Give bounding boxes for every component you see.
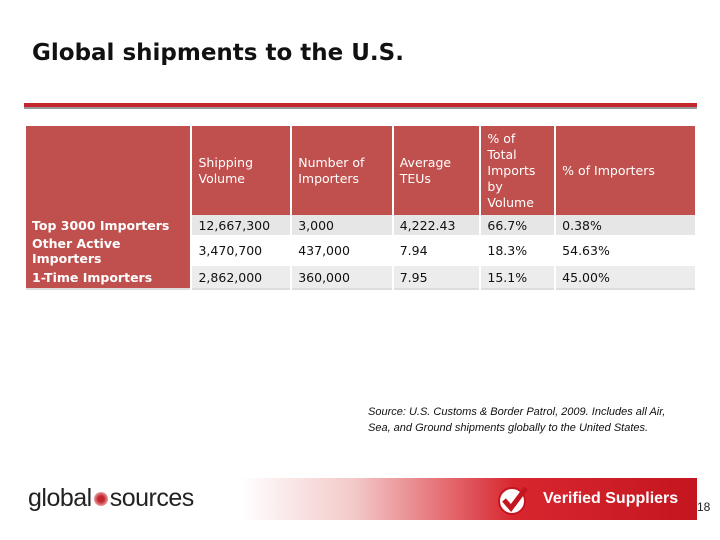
page-number: 18 <box>697 500 711 514</box>
table-row: Top 3000 Importers 12,667,300 3,000 4,222.4… <box>26 215 695 235</box>
table-cell: 0.38% <box>556 215 695 235</box>
column-header: % of Importers <box>556 126 695 215</box>
table-cell: 7.94 <box>393 235 480 266</box>
column-header: % of Total Imports by Volume <box>481 126 555 215</box>
logo-text: sources <box>109 484 195 512</box>
table-head: Shipping Volume Number of Importers Averag… <box>26 126 695 215</box>
column-header: Shipping Volume <box>192 126 291 215</box>
table-cell: 66.7% <box>481 215 555 235</box>
table-cell: 2,862,000 <box>192 266 291 290</box>
logo: global sources <box>28 484 194 513</box>
table-cell: 4,222.43 <box>393 215 480 235</box>
table-cell: 45.00% <box>556 266 695 290</box>
table-cell: 18.3% <box>481 235 555 266</box>
logo-icon <box>93 492 108 507</box>
source-note: Source: U.S. Customs & Border Patrol, 20… <box>368 406 666 434</box>
table-cell: 437,000 <box>292 235 392 266</box>
table-cell: 15.1% <box>481 266 555 290</box>
table-cell: 3,470,700 <box>192 235 291 266</box>
corner-cell <box>26 126 191 215</box>
table-cell: 360,000 <box>292 266 392 290</box>
column-header: Number of Importers <box>292 126 392 215</box>
slide-title: Global shipments to the U.S. <box>32 40 404 66</box>
table-cell: 7.95 <box>393 266 480 290</box>
row-header: Top 3000 Importers <box>26 215 191 235</box>
row-header: Other Active Importers <box>26 235 191 266</box>
column-header: Average TEUs <box>393 126 480 215</box>
data-table: Shipping Volume Number of Importers Averag… <box>24 126 697 290</box>
table-row: Other Active Importers 3,470,700 437,000 7.… <box>26 235 695 266</box>
logo-text: global <box>28 484 92 512</box>
check-icon <box>498 486 528 515</box>
table-row: 1-Time Importers 2,862,000 360,000 7.95 15.1… <box>26 266 695 290</box>
table-cell: 12,667,300 <box>192 215 291 235</box>
table-body: Top 3000 Importers 12,667,300 3,000 4,222.4… <box>26 215 695 290</box>
badge-text: Verified Suppliers <box>543 490 679 507</box>
header-row: Shipping Volume Number of Importers Averag… <box>26 126 695 215</box>
footer-bar <box>240 478 697 520</box>
row-header: 1-Time Importers <box>26 266 191 290</box>
table-cell: 54.63% <box>556 235 695 266</box>
title-rule <box>24 103 697 109</box>
table-cell: 3,000 <box>292 215 392 235</box>
